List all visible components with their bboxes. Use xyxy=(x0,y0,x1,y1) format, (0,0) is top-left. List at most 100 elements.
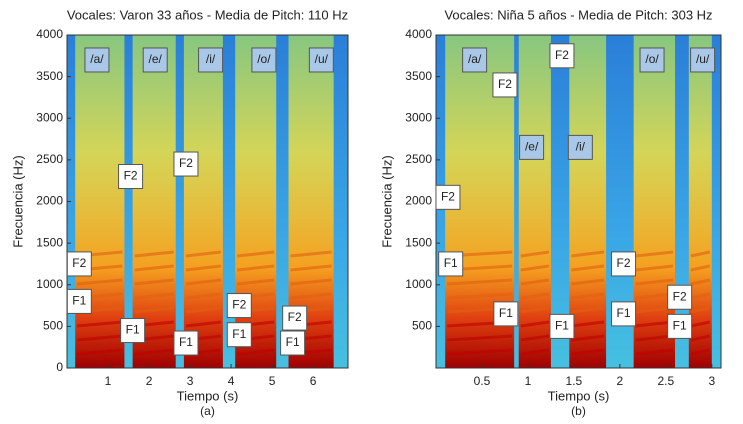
voiced-segment xyxy=(518,35,551,368)
formant-box xyxy=(118,164,144,190)
y-tick-label: 2500 xyxy=(36,152,63,166)
harmonic xyxy=(635,264,674,272)
formant-box xyxy=(120,318,146,344)
vowel-label: /a/ xyxy=(84,47,110,73)
formant-box xyxy=(667,284,693,310)
vowel-text: /u/ xyxy=(696,52,710,66)
formant-label: F2 xyxy=(282,305,308,331)
spectrogram-panel: 500 1000 1500 2000 2500 3000 3500 4000 0.5 1 1.5 2 2… xyxy=(379,7,722,418)
formant-label: F2 xyxy=(435,184,461,210)
voiced-segment xyxy=(688,35,712,368)
y-tick-label: 4000 xyxy=(36,27,63,41)
formant-text: F2 xyxy=(288,310,302,324)
y-tick-label: 4000 xyxy=(405,27,432,41)
formant-text: F2 xyxy=(441,190,455,204)
formant-box xyxy=(66,288,92,314)
harmonic xyxy=(635,278,674,286)
vowel-text: /i/ xyxy=(576,140,586,154)
vowel-text: /a/ xyxy=(90,52,104,66)
harmonic xyxy=(237,250,275,258)
harmonic xyxy=(571,264,605,272)
harmonic xyxy=(77,334,123,342)
vowel-text: /o/ xyxy=(645,52,659,66)
y-tick-label: 500 xyxy=(412,319,432,333)
harmonic xyxy=(690,278,711,286)
formant-box xyxy=(549,43,575,69)
spectrogram-panel: 0 500 1000 1500 2000 2500 3000 3500 4000 1 2 3 4 5 6/a… xyxy=(10,7,349,418)
vowel-box xyxy=(308,47,334,73)
formant-text: F1 xyxy=(555,319,569,333)
vowel-box xyxy=(519,134,545,160)
voiced-segment xyxy=(569,35,607,368)
harmonic xyxy=(571,250,605,258)
harmonic xyxy=(447,292,513,300)
harmonic xyxy=(290,264,332,272)
x-tick-label: 2 xyxy=(617,374,624,388)
formant-text: F1 xyxy=(286,335,300,349)
harmonic xyxy=(635,250,674,258)
chart-title: Vocales: Niña 5 años - Media de Pitch: 3… xyxy=(444,7,712,22)
formant-text: F2 xyxy=(673,289,687,303)
harmonic xyxy=(134,278,174,286)
x-tick-label: 5 xyxy=(269,374,276,388)
vowel-label: /a/ xyxy=(462,47,488,73)
harmonic xyxy=(290,278,332,286)
harmonic xyxy=(690,250,711,258)
harmonic xyxy=(690,264,711,272)
y-tick-label: 0 xyxy=(56,360,63,374)
formant-text: F2 xyxy=(72,256,86,270)
y-tick-label: 1500 xyxy=(36,235,63,249)
formant-text: F1 xyxy=(617,306,631,320)
y-tick-label: 3000 xyxy=(405,110,432,124)
chart-title: Vocales: Varon 33 años - Media de Pitch:… xyxy=(67,7,348,22)
harmonic xyxy=(635,306,674,314)
harmonic xyxy=(134,264,174,272)
x-tick-label: 1.5 xyxy=(566,374,583,388)
harmonic xyxy=(290,292,332,300)
formant-box xyxy=(549,313,575,339)
formant-text: F2 xyxy=(555,48,569,62)
vowel-text: /u/ xyxy=(315,52,329,66)
y-tick-label: 3500 xyxy=(405,69,432,83)
formant-box xyxy=(493,301,519,327)
formant-label: F2 xyxy=(226,293,252,319)
caption: (b) xyxy=(571,404,586,418)
harmonic xyxy=(77,320,123,328)
harmonic xyxy=(185,292,222,300)
y-tick-label: 1000 xyxy=(405,277,432,291)
vowel-label: /u/ xyxy=(690,47,716,73)
harmonic xyxy=(237,348,275,356)
vowel-text: /i/ xyxy=(206,52,216,66)
vowel-text: /o/ xyxy=(257,52,271,66)
harmonic xyxy=(571,334,605,342)
harmonic xyxy=(520,264,550,272)
harmonic xyxy=(185,250,222,258)
vowel-text: /a/ xyxy=(468,52,482,66)
harmonic xyxy=(635,320,674,328)
vowel-box xyxy=(251,47,277,73)
harmonic xyxy=(690,348,711,356)
formant-text: F2 xyxy=(232,298,246,312)
vowel-box xyxy=(567,134,593,160)
vowel-box xyxy=(639,47,665,73)
harmonic xyxy=(520,306,550,314)
formant-label: F2 xyxy=(492,72,518,98)
formant-text: F1 xyxy=(72,294,86,308)
x-tick-label: 1 xyxy=(525,374,532,388)
y-tick-label: 2500 xyxy=(405,152,432,166)
harmonic xyxy=(77,278,123,286)
voiced-segment xyxy=(183,35,223,368)
harmonic xyxy=(571,292,605,300)
formant-box xyxy=(66,251,92,277)
y-tick-label: 2000 xyxy=(405,194,432,208)
harmonic xyxy=(185,278,222,286)
formant-label: F2 xyxy=(611,251,637,277)
harmonic xyxy=(134,306,174,314)
formant-box xyxy=(435,184,461,210)
vowel-box xyxy=(198,47,224,73)
x-tick-label: 2 xyxy=(146,374,153,388)
harmonic xyxy=(237,264,275,272)
formant-label: F2 xyxy=(173,151,199,177)
formant-label: F1 xyxy=(667,313,693,339)
